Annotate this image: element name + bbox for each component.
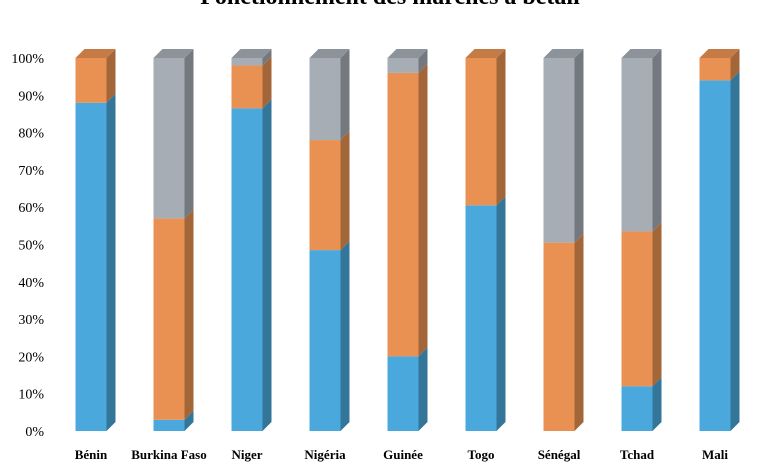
bar-segment xyxy=(699,58,731,81)
y-tick-label: 10% xyxy=(18,388,44,403)
bar-segment-side xyxy=(574,49,584,243)
bar-segment-side xyxy=(652,377,662,431)
bar-segment-side xyxy=(730,71,740,431)
bar-segment xyxy=(309,250,341,431)
bar-segment xyxy=(387,72,419,357)
y-tick-label: 100% xyxy=(11,52,44,67)
y-tick-label: 30% xyxy=(18,313,44,328)
x-category-label: Nigéria xyxy=(304,447,346,462)
bar-segment-side xyxy=(496,49,506,206)
bar-segment xyxy=(387,58,419,73)
x-category-label: Togo xyxy=(468,447,495,462)
bar-segment-top xyxy=(699,49,740,58)
x-category-label: Tchad xyxy=(620,447,655,462)
bar-segment xyxy=(465,205,497,431)
bar-segment xyxy=(75,58,107,103)
chart-title: Fonctionnement des marchés à bétail xyxy=(0,0,780,11)
y-tick-label: 80% xyxy=(18,127,44,142)
x-category-label: Niger xyxy=(231,447,262,462)
bar-segment-side xyxy=(184,410,194,431)
bar-segment xyxy=(387,356,419,431)
bar-segment-side xyxy=(652,49,662,232)
bar-segment-side xyxy=(262,99,272,431)
y-tick-label: 50% xyxy=(18,239,44,254)
bar-segment xyxy=(543,242,575,431)
bar-segment-side xyxy=(262,56,272,109)
bar-segment xyxy=(465,58,497,206)
bar-segment xyxy=(621,58,653,232)
bar-segment xyxy=(231,108,263,431)
y-tick-label: 0% xyxy=(25,425,44,440)
bar-segment-side xyxy=(418,49,428,73)
x-category-label: Bénin xyxy=(75,447,108,462)
bar-segment xyxy=(231,58,263,66)
bar-segment-side xyxy=(418,347,428,431)
bar-segment-side xyxy=(340,131,350,251)
bar-segment-top xyxy=(75,49,116,58)
bar-segment xyxy=(153,419,185,431)
bar-segment xyxy=(231,65,263,109)
bar-segment-side xyxy=(418,63,428,357)
bar-segment xyxy=(543,58,575,243)
bar-segment-side xyxy=(262,49,272,66)
bar-segment-side xyxy=(730,49,740,81)
bar-segment xyxy=(621,231,653,387)
bar-segment-side xyxy=(340,49,350,141)
bar-segment-side xyxy=(574,233,584,431)
x-category-label: Guinée xyxy=(383,447,423,462)
bar-segment-side xyxy=(652,222,662,387)
bar-segment-top xyxy=(387,49,428,58)
bar-segment-top xyxy=(465,49,506,58)
bar-segment-side xyxy=(184,209,194,420)
y-tick-label: 40% xyxy=(18,276,44,291)
bar-segment xyxy=(75,102,107,431)
bar-segment-top xyxy=(309,49,350,58)
bar-segment-side xyxy=(496,196,506,431)
bar-segment-side xyxy=(184,49,194,219)
bar-segment xyxy=(153,58,185,219)
bar-segment xyxy=(699,80,731,431)
bar-segment-top xyxy=(153,49,194,58)
bar-segment-side xyxy=(106,93,116,431)
y-tick-label: 20% xyxy=(18,350,44,365)
y-tick-label: 90% xyxy=(18,89,44,104)
bar-segment-side xyxy=(340,241,350,431)
bar-segment-top xyxy=(621,49,662,58)
y-tick-label: 60% xyxy=(18,201,44,216)
x-category-label: Burkina Faso xyxy=(131,447,207,462)
bar-segment-top xyxy=(231,49,272,58)
bar-segment xyxy=(309,140,341,251)
x-category-label: Mali xyxy=(702,447,728,462)
bar-segment xyxy=(153,218,185,420)
bar-segment-side xyxy=(106,49,116,103)
bar-segment xyxy=(621,386,653,431)
x-category-label: Sénégal xyxy=(538,447,581,462)
bar-segment xyxy=(309,58,341,141)
y-tick-label: 70% xyxy=(18,164,44,179)
bar-segment-top xyxy=(543,49,584,58)
